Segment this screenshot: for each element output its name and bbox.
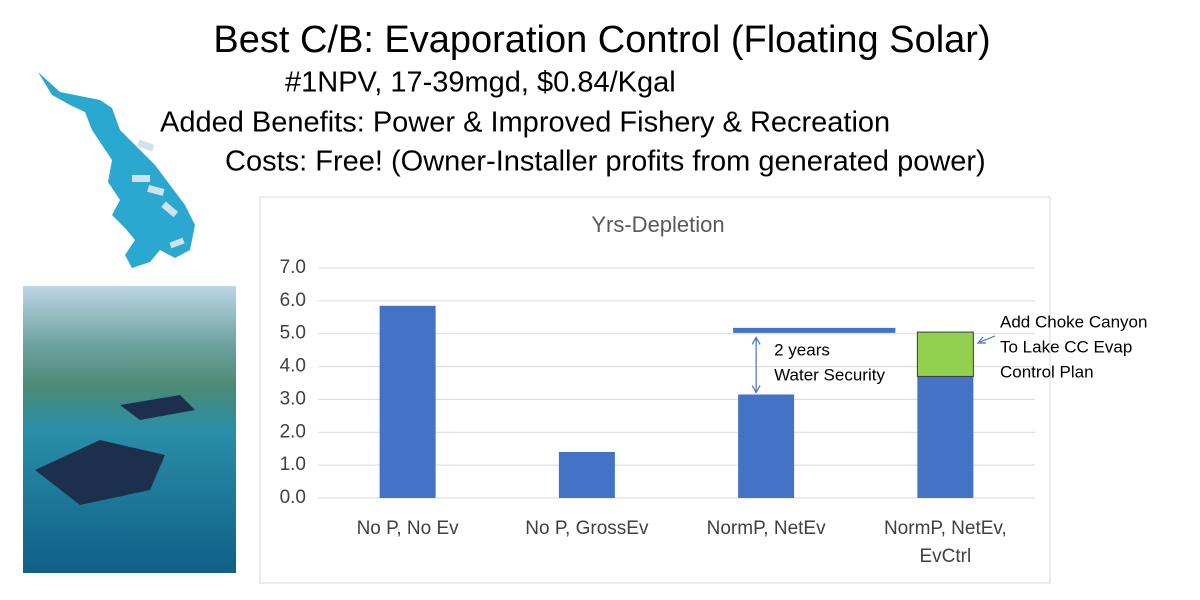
x-tick-label: No P, No Ev — [356, 518, 459, 539]
y-tick-label: 4.0 — [280, 356, 306, 377]
y-tick-label: 2.0 — [280, 421, 306, 442]
y-tick-label: 0.0 — [280, 487, 306, 508]
y-tick-label: 7.0 — [280, 257, 306, 278]
arrow — [979, 335, 996, 343]
x-tick-label: NormP, NetEv — [706, 518, 826, 539]
annotation: To Lake CC Evap — [1000, 337, 1132, 356]
chart-title: Yrs-Depletion — [591, 212, 724, 237]
annotation: 2 years — [774, 340, 830, 359]
x-tick-label: NormP, NetEv, EvCtrl — [883, 518, 1007, 567]
bar — [558, 452, 615, 498]
arrow-head — [976, 336, 986, 344]
annotation: Add Choke Canyon — [1000, 312, 1147, 331]
bar — [738, 394, 795, 498]
arrow-head — [751, 336, 761, 394]
x-tick-label: No P, GrossEv — [525, 518, 649, 539]
slide-title: Best C/B: Evaporation Control (Floating … — [213, 19, 990, 61]
subtitle: Added Benefits: Power & Improved Fishery… — [160, 107, 890, 139]
lake-map — [38, 72, 195, 268]
y-tick-label: 5.0 — [280, 323, 306, 344]
annotation: Control Plan — [1000, 362, 1094, 381]
annotation: Water Security — [774, 365, 885, 384]
bar — [379, 305, 436, 498]
y-tick-label: 6.0 — [280, 290, 306, 311]
photo — [23, 286, 236, 573]
subtitle: Costs: Free! (Owner-Installer profits fr… — [225, 146, 986, 178]
bar — [917, 376, 974, 498]
y-tick-label: 1.0 — [280, 454, 306, 475]
bar — [916, 331, 974, 377]
subtitle: #1NPV, 17-39mgd, $0.84/Kgal — [285, 67, 676, 99]
y-tick-label: 3.0 — [280, 388, 306, 409]
